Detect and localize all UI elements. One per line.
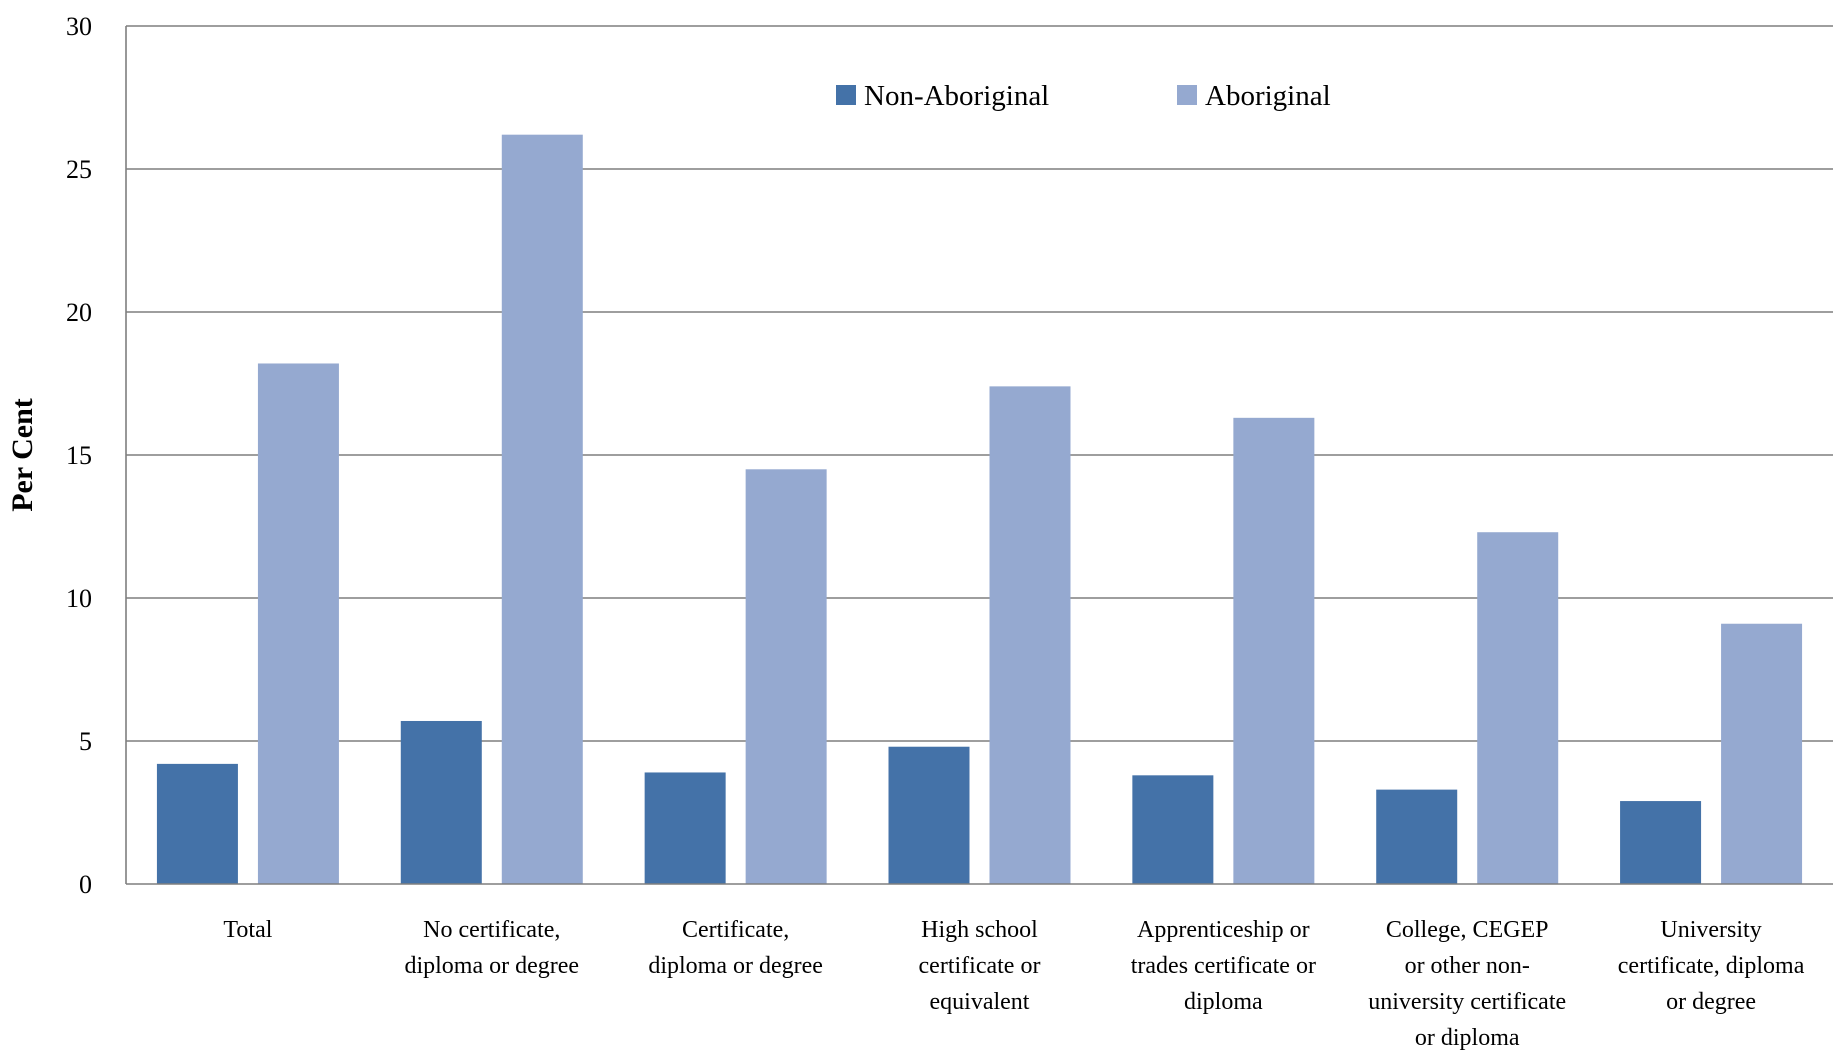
x-category-label: diploma or degree xyxy=(648,953,823,979)
bar-aboriginal-4 xyxy=(1233,417,1315,884)
x-category-label: Total xyxy=(223,917,272,943)
x-category-labels: Total No certificate, diploma or degree Cer… xyxy=(223,917,1804,1051)
x-category-label: High school xyxy=(921,917,1038,943)
bars xyxy=(156,134,1803,885)
y-tick-label: 25 xyxy=(66,155,92,184)
y-tick-label: 30 xyxy=(66,12,92,41)
legend: Non-Aboriginal Aboriginal xyxy=(836,80,1331,112)
x-category-label: diploma or degree xyxy=(404,953,579,979)
bar-non-aboriginal-4 xyxy=(1132,775,1214,884)
y-tick-label: 0 xyxy=(79,870,92,899)
x-category-label: University xyxy=(1660,917,1761,943)
y-tick-label: 10 xyxy=(66,584,92,613)
x-category-label: or diploma xyxy=(1415,1025,1520,1051)
x-category-label: or degree xyxy=(1666,989,1756,1015)
axes xyxy=(125,26,1833,885)
bar-non-aboriginal-2 xyxy=(644,772,726,884)
legend-swatch-aboriginal xyxy=(1177,85,1197,105)
bar-non-aboriginal-1 xyxy=(400,720,482,884)
x-category-label: certificate, diploma xyxy=(1618,953,1805,979)
y-tick-label: 5 xyxy=(79,727,92,756)
bar-aboriginal-6 xyxy=(1721,623,1803,884)
legend-label: Aboriginal xyxy=(1205,80,1331,112)
bar-aboriginal-3 xyxy=(989,386,1071,884)
bar-non-aboriginal-5 xyxy=(1376,789,1458,884)
x-category-label: No certificate, xyxy=(423,917,560,943)
gridlines xyxy=(126,25,1833,742)
bar-aboriginal-0 xyxy=(257,363,339,885)
bar-aboriginal-1 xyxy=(501,134,583,884)
x-category-label: equivalent xyxy=(930,989,1030,1015)
x-category-label: Apprenticeship or xyxy=(1137,917,1310,943)
x-category-label: trades certificate or xyxy=(1131,953,1316,979)
bar-aboriginal-5 xyxy=(1477,532,1559,884)
legend-label: Non-Aboriginal xyxy=(864,80,1049,112)
x-category-label: Certificate, xyxy=(682,917,789,943)
legend-swatch-non-aboriginal xyxy=(836,85,856,105)
y-tick-label: 15 xyxy=(66,441,92,470)
y-tick-label: 20 xyxy=(66,298,92,327)
x-category-label: university certificate xyxy=(1368,989,1566,1015)
x-category-label: or other non- xyxy=(1405,953,1530,979)
y-tick-labels: 0 5 10 15 20 25 30 xyxy=(66,12,92,899)
y-axis-title: Per Cent xyxy=(6,398,39,512)
x-category-label: diploma xyxy=(1184,989,1263,1015)
bar-aboriginal-2 xyxy=(745,469,827,884)
bar-non-aboriginal-3 xyxy=(888,746,970,884)
bar-non-aboriginal-6 xyxy=(1620,801,1702,884)
x-category-label: certificate or xyxy=(919,953,1041,979)
x-category-label: College, CEGEP xyxy=(1386,917,1549,943)
bar-non-aboriginal-0 xyxy=(156,763,238,884)
